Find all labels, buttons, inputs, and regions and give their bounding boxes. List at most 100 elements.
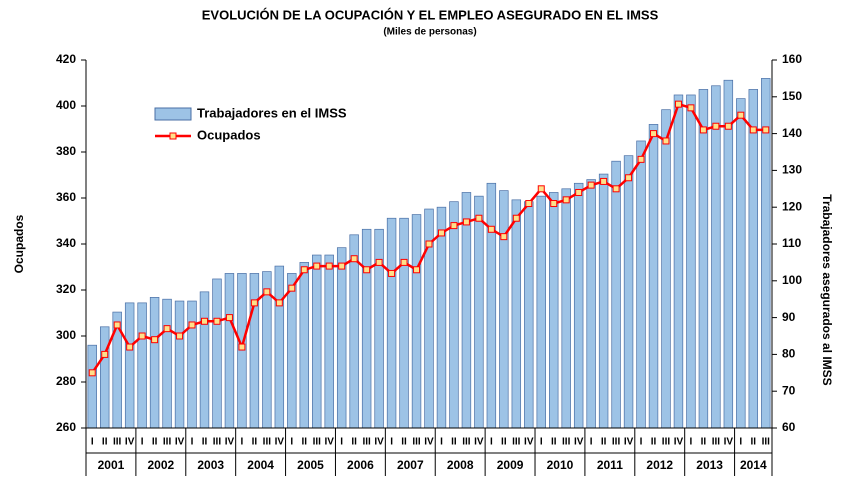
y-tick-label: 340 [56,236,76,250]
bar [648,124,659,429]
x-tick-label: I [340,437,343,448]
year-label: 2011 [597,458,623,472]
x-tick-label: II [202,437,208,448]
year-label: 2013 [696,458,723,472]
x-tick-label: III [163,437,172,448]
bar [524,201,534,429]
bar [162,298,172,429]
marker [550,200,558,208]
year-label: 2012 [646,458,673,472]
year-label: 2008 [447,458,474,472]
bar [711,85,721,429]
bar [573,182,584,429]
marker [587,181,595,189]
x-tick-label: III [113,437,122,448]
marker [388,269,396,277]
x-tick-label: IV [374,437,384,448]
bar [474,195,484,429]
x-tick-label: IV [724,437,734,448]
x-tick-label: III [612,437,621,448]
x-tick-label: III [263,437,272,448]
bar [623,155,634,429]
marker [762,126,770,134]
bar [287,273,297,429]
marker [176,332,184,340]
marker [525,200,533,208]
marker [188,321,196,329]
x-tick-label: II [301,437,307,448]
marker [88,369,96,377]
bar [673,94,684,429]
marker [450,222,458,230]
x-tick-label: III [562,437,571,448]
marker [437,229,445,237]
x-tick-label: III [712,437,721,448]
y-tick-label: 260 [56,420,76,434]
y2-tick-label: 70 [782,383,796,397]
year-label: 2004 [247,458,274,472]
marker [512,214,520,222]
marker [413,266,421,274]
x-tick-label: II [252,437,258,448]
bar [336,247,347,429]
marker [101,350,109,358]
bar [723,79,734,429]
marker [288,284,296,292]
year-label: 2001 [98,458,125,472]
marker [487,225,495,233]
marker [138,332,146,340]
marker [375,258,383,266]
x-tick-label: II [102,437,108,448]
marker [674,100,682,108]
bar [99,326,110,429]
marker [263,288,271,296]
marker [724,122,732,130]
marker [225,314,233,322]
x-tick-label: II [701,437,707,448]
bar [149,297,160,429]
x-tick-label: II [651,437,657,448]
year-label: 2002 [147,458,174,472]
bar [87,344,97,429]
marker [600,177,608,185]
chart-subtitle: (Miles de personas) [383,27,476,38]
y2-tick-label: 90 [782,310,796,324]
y2-tick-label: 120 [782,199,802,213]
bar [686,94,696,429]
bar [461,192,472,429]
marker [325,262,333,270]
x-tick-label: IV [574,437,584,448]
marker [300,266,308,274]
x-tick-label: I [540,437,543,448]
bar [698,89,709,429]
marker [238,343,246,351]
year-label: 2009 [497,458,524,472]
bar [549,192,559,429]
x-tick-label: IV [524,437,534,448]
year-label: 2010 [547,458,574,472]
y2-tick-label: 60 [782,420,796,434]
bar [486,182,497,429]
marker [462,218,470,226]
x-tick-label: III [512,437,521,448]
marker [313,262,321,270]
bar [661,109,671,429]
marker [475,214,483,222]
bar [411,214,422,429]
x-tick-label: I [440,437,443,448]
x-tick-label: IV [424,437,434,448]
x-tick-label: III [412,437,421,448]
x-tick-label: I [390,437,393,448]
x-tick-label: II [351,437,357,448]
y-axis-label: Ocupados [12,214,26,273]
x-tick-label: II [152,437,158,448]
marker [113,321,121,329]
y-tick-label: 320 [56,282,76,296]
x-tick-label: I [141,437,144,448]
x-tick-label: IV [275,437,285,448]
legend-label: Trabajadores en el IMSS [197,105,347,120]
marker [363,266,371,274]
x-tick-label: IV [225,437,235,448]
bar [237,273,247,429]
y2-tick-label: 110 [782,236,802,250]
